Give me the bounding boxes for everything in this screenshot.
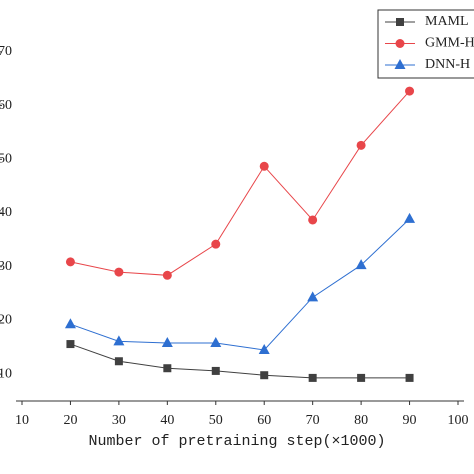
marker: [65, 257, 75, 267]
x-tick-label: 10: [15, 413, 29, 428]
series-line: [70, 218, 410, 351]
marker: [260, 371, 269, 380]
marker: [64, 318, 76, 329]
y-tick-label: 70: [0, 44, 12, 59]
marker: [308, 373, 317, 382]
marker: [357, 373, 366, 382]
x-tick-label: 70: [306, 413, 320, 428]
series-line: [70, 343, 410, 379]
marker: [308, 215, 318, 225]
legend-label: GMM-H: [425, 36, 474, 51]
x-tick-label: 80: [354, 413, 368, 428]
marker: [163, 364, 172, 373]
y-tick-label: 60: [0, 98, 12, 113]
y-tick-label: 40: [0, 205, 12, 220]
marker: [404, 212, 416, 223]
x-tick-label: 50: [209, 413, 223, 428]
x-tick-label: 40: [160, 413, 174, 428]
marker: [405, 373, 414, 382]
y-tick-label: 50: [0, 152, 12, 167]
legend-label: MAML: [425, 14, 469, 29]
marker: [405, 86, 415, 96]
marker: [395, 39, 405, 48]
marker: [114, 357, 123, 366]
x-tick-label: 90: [403, 413, 417, 428]
marker: [355, 259, 367, 270]
marker: [307, 291, 319, 302]
legend-label: DNN-H: [425, 57, 470, 72]
x-axis-label: Number of pretraining step(×1000): [88, 433, 385, 450]
x-tick-label: 100: [448, 413, 469, 428]
marker: [113, 335, 125, 346]
x-tick-label: 20: [63, 413, 77, 428]
marker: [356, 140, 366, 150]
marker: [211, 366, 220, 375]
marker: [258, 343, 270, 354]
x-tick-label: 30: [112, 413, 126, 428]
y-tick-label: 30: [0, 259, 12, 274]
x-tick-label: 60: [257, 413, 271, 428]
marker: [394, 59, 406, 69]
y-tick-label: 10: [0, 366, 12, 381]
marker: [161, 336, 173, 347]
marker: [210, 336, 222, 347]
y-tick-label: 20: [0, 313, 12, 328]
marker: [114, 267, 124, 277]
marker: [66, 340, 75, 349]
marker: [259, 161, 269, 171]
series-line: [70, 90, 410, 276]
marker: [396, 18, 404, 26]
marker: [162, 270, 172, 280]
marker: [211, 239, 221, 249]
